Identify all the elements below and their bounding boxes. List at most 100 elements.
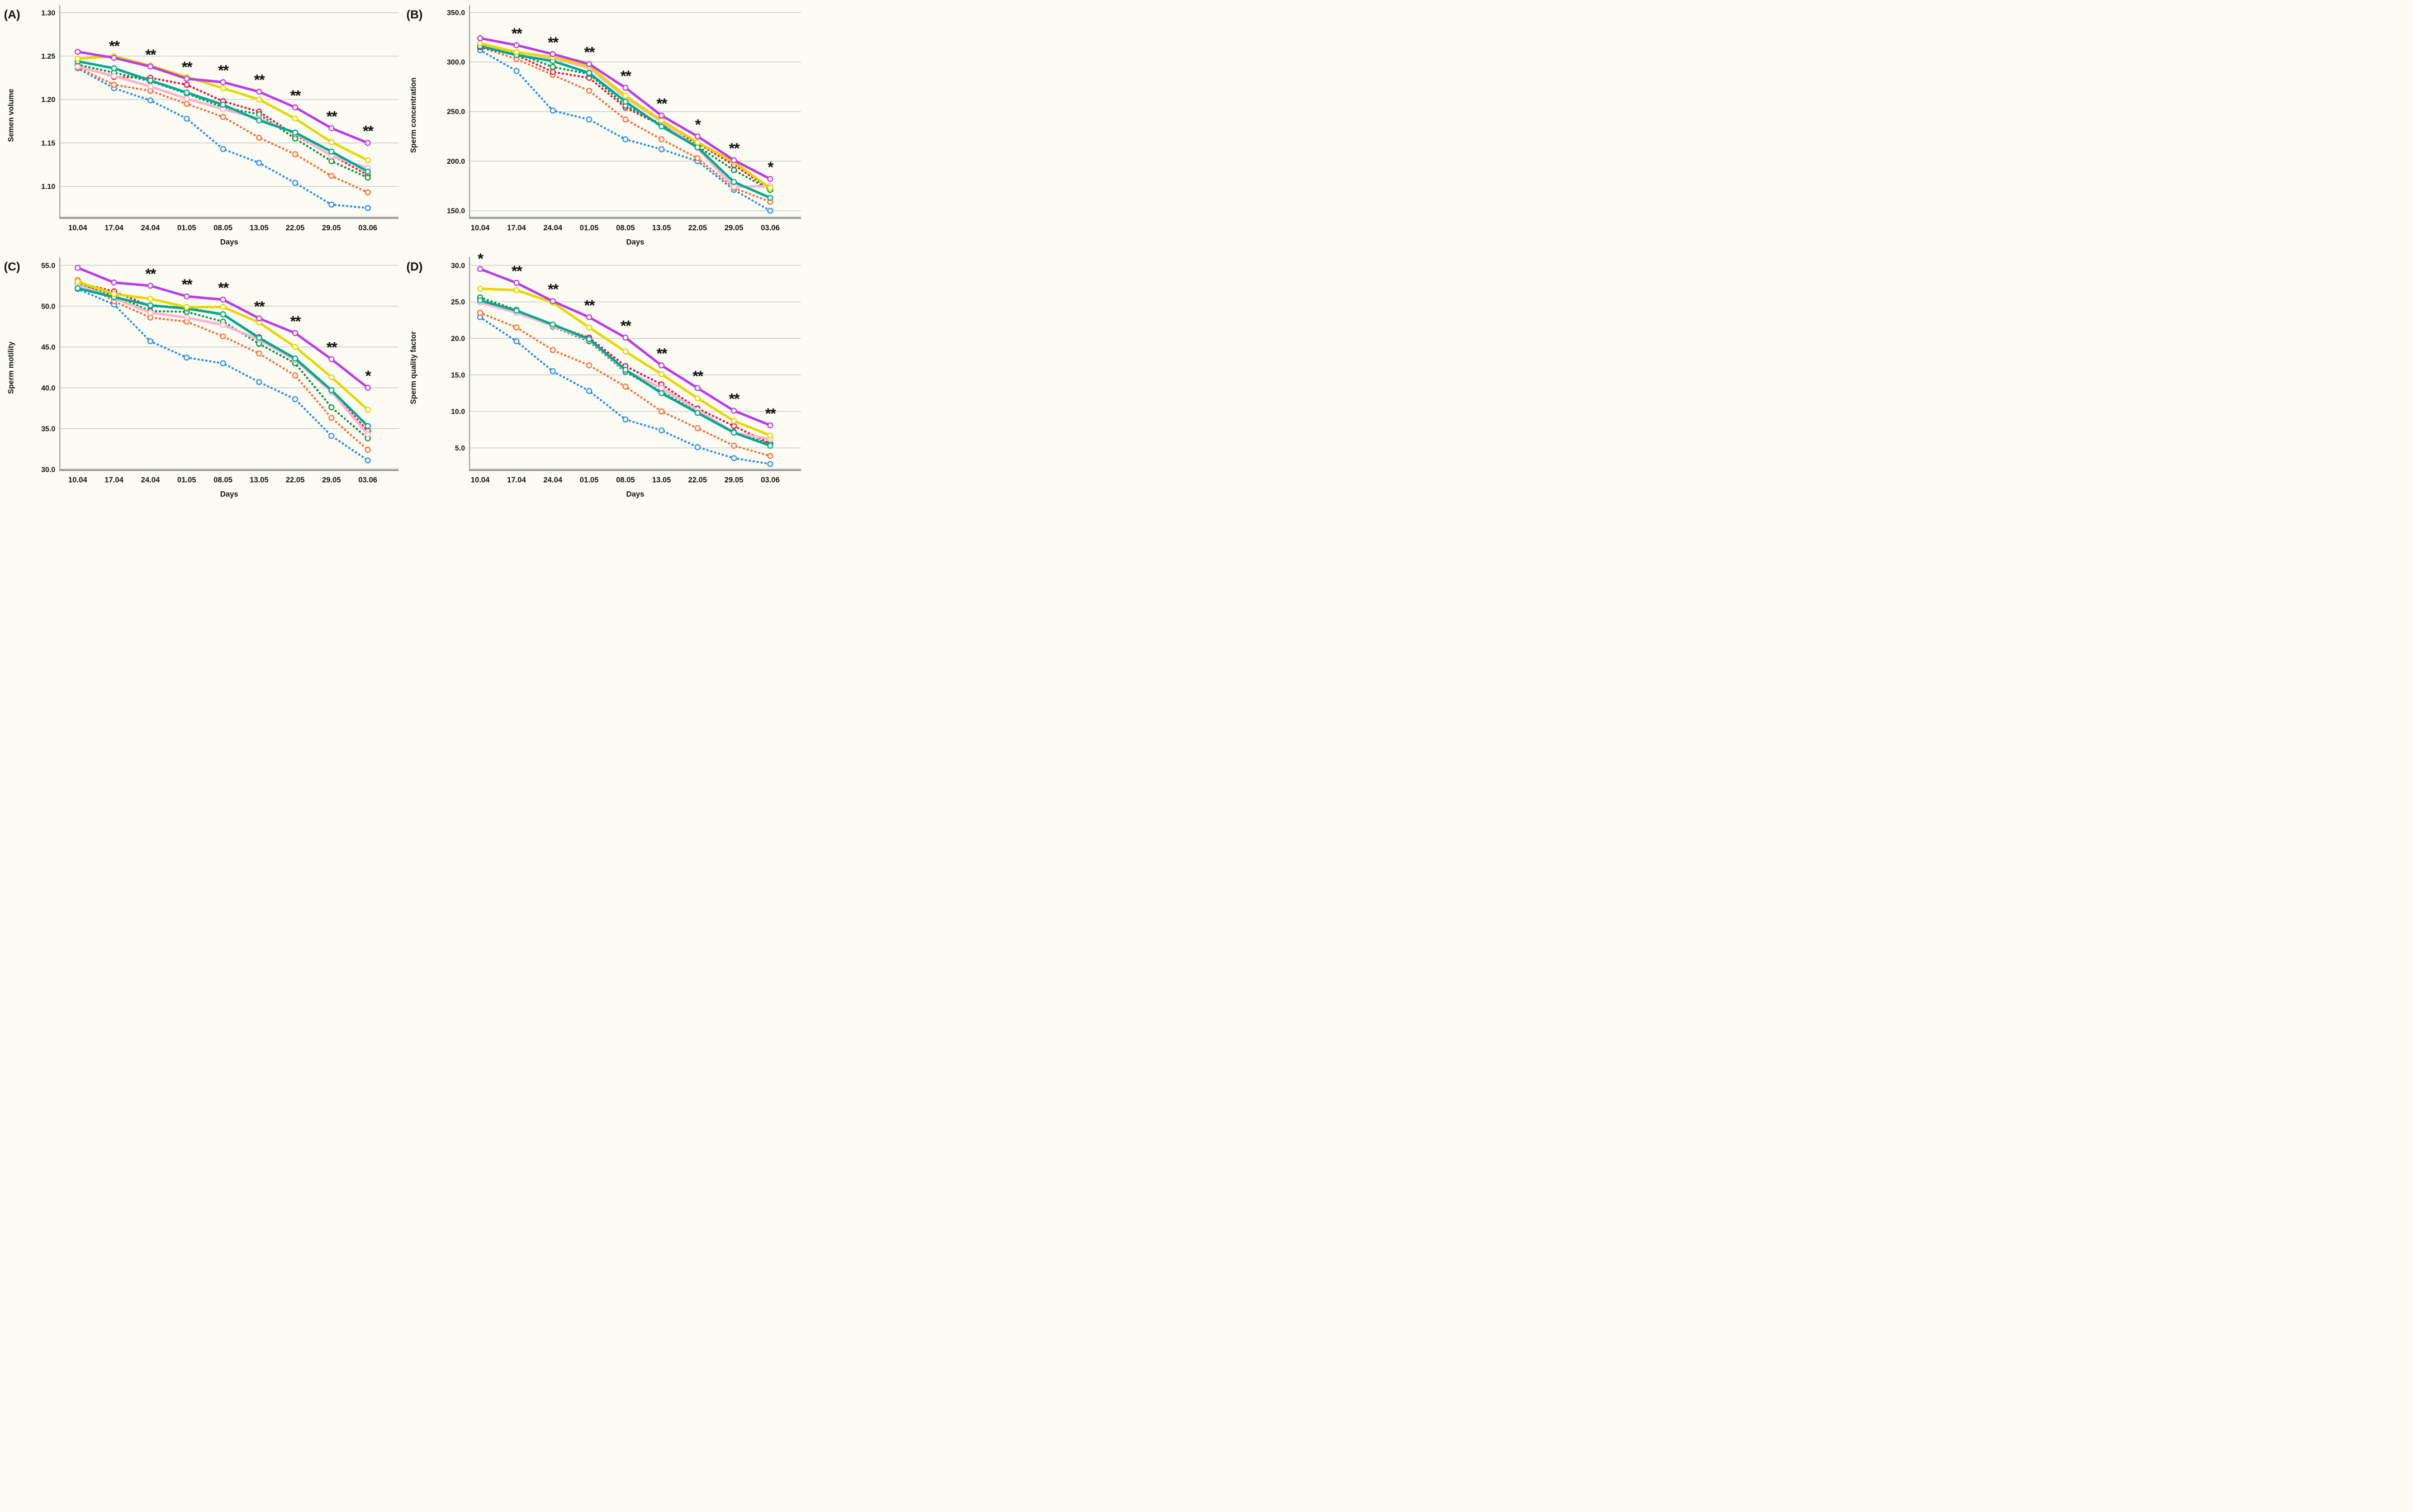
panel-d-chart: 30.0 25.0 20.0 15.0 10.0 5.0 10.04 17.04 24.04 01… [406,252,801,499]
y-tick-label: 20.0 [451,334,464,343]
y-tick-label: 50.0 [41,302,55,310]
data-point-marker [694,410,700,416]
x-tick-label: 13.05 [250,476,269,484]
data-point-marker [658,408,665,415]
significance-marker: ** [765,405,776,422]
data-point-marker [220,85,226,92]
data-point-marker [364,189,371,196]
significance-marker: * [695,116,701,133]
significance-marker: ** [584,44,595,61]
series-violet-solid [477,35,773,182]
data-point-marker [622,383,628,390]
significance-marker: * [365,368,371,385]
data-point-marker [364,168,371,175]
data-point-marker [364,157,371,164]
x-axis-title: Days [626,490,644,499]
data-point-marker [328,173,335,179]
significance-marker: ** [326,108,338,125]
data-point-marker [767,176,773,182]
data-point-marker [586,314,592,320]
data-point-marker [111,82,117,88]
x-tick-label: 13.05 [652,476,671,484]
data-point-marker [256,134,262,141]
data-point-marker [220,321,226,328]
x-tick-label: 24.04 [141,476,160,484]
data-point-marker [328,433,335,439]
y-tick-label: 55.0 [41,261,55,269]
y-tick-label: 300.0 [447,58,465,67]
data-point-marker [658,371,665,377]
x-tick-label: 22.05 [688,476,707,484]
significance-marker: ** [254,72,265,88]
data-point-marker [292,135,298,142]
data-point-marker [328,387,335,394]
significance-marker: ** [620,68,631,84]
green-dotted-line [478,45,771,191]
data-point-marker [292,372,298,379]
panel-letter-label: (A) [4,8,20,21]
data-point-marker [731,407,737,414]
data-point-marker [364,423,371,429]
data-point-marker [364,447,371,453]
data-point-marker [767,207,773,214]
data-point-marker [111,279,117,286]
series-teal-solid [74,58,371,175]
data-point-marker [220,304,226,310]
y-tick-label: 1.25 [41,52,55,60]
y-tick-label: 25.0 [451,298,464,306]
x-tick-label: 17.04 [105,476,124,484]
data-point-marker [513,307,519,314]
data-point-marker [220,360,226,367]
data-point-marker [111,73,117,79]
x-tick-label: 08.05 [616,476,635,484]
data-point-marker [256,350,262,357]
data-point-marker [513,324,519,331]
x-tick-label: 01.05 [177,476,196,484]
data-point-marker [111,55,117,61]
significance-marker: ** [218,62,229,79]
significance-marker: ** [182,276,193,293]
data-point-marker [328,404,335,411]
data-point-marker [658,112,665,119]
data-point-marker [694,139,700,146]
data-point-marker [513,287,519,293]
data-point-marker [147,309,154,316]
x-tick-label: 10.04 [471,224,490,232]
significance-marker: ** [363,123,374,140]
significance-marker: ** [182,59,193,75]
significance-marker: ** [656,345,667,362]
data-point-marker [183,304,190,310]
x-tick-label: 01.05 [177,224,196,232]
data-point-marker [549,64,556,70]
data-point-marker [586,388,592,394]
data-point-marker [622,367,628,373]
x-tick-label: 29.05 [322,476,341,484]
panel-letter-label: (B) [406,8,423,21]
data-point-marker [658,390,665,396]
data-point-marker [622,92,628,99]
significance-marker: ** [145,46,157,63]
data-point-marker [328,374,335,381]
data-point-marker [256,88,262,95]
data-point-marker [731,418,737,424]
data-point-marker [364,174,371,181]
y-tick-label: 1.30 [41,8,55,17]
data-point-marker [549,69,556,75]
series-teal-solid [477,297,773,449]
data-point-marker [731,423,737,429]
series-violet-solid [74,264,371,391]
x-tick-label: 01.05 [580,224,599,232]
data-point-marker [513,279,519,286]
panel-b-sperm-concentration: 350.0 300.0 250.0 200.0 150.0 10.04 17.04 24.04… [402,0,805,252]
data-point-marker [477,310,483,316]
data-point-marker [658,385,665,391]
y-tick-label: 250.0 [447,107,465,116]
data-point-marker [74,278,81,285]
data-point-marker [477,286,483,292]
x-tick-label: 22.05 [286,476,305,484]
data-point-marker [622,348,628,355]
data-point-marker [183,82,190,88]
data-point-marker [74,55,81,62]
data-point-marker [586,70,592,76]
y-tick-label: 30.0 [41,465,55,473]
